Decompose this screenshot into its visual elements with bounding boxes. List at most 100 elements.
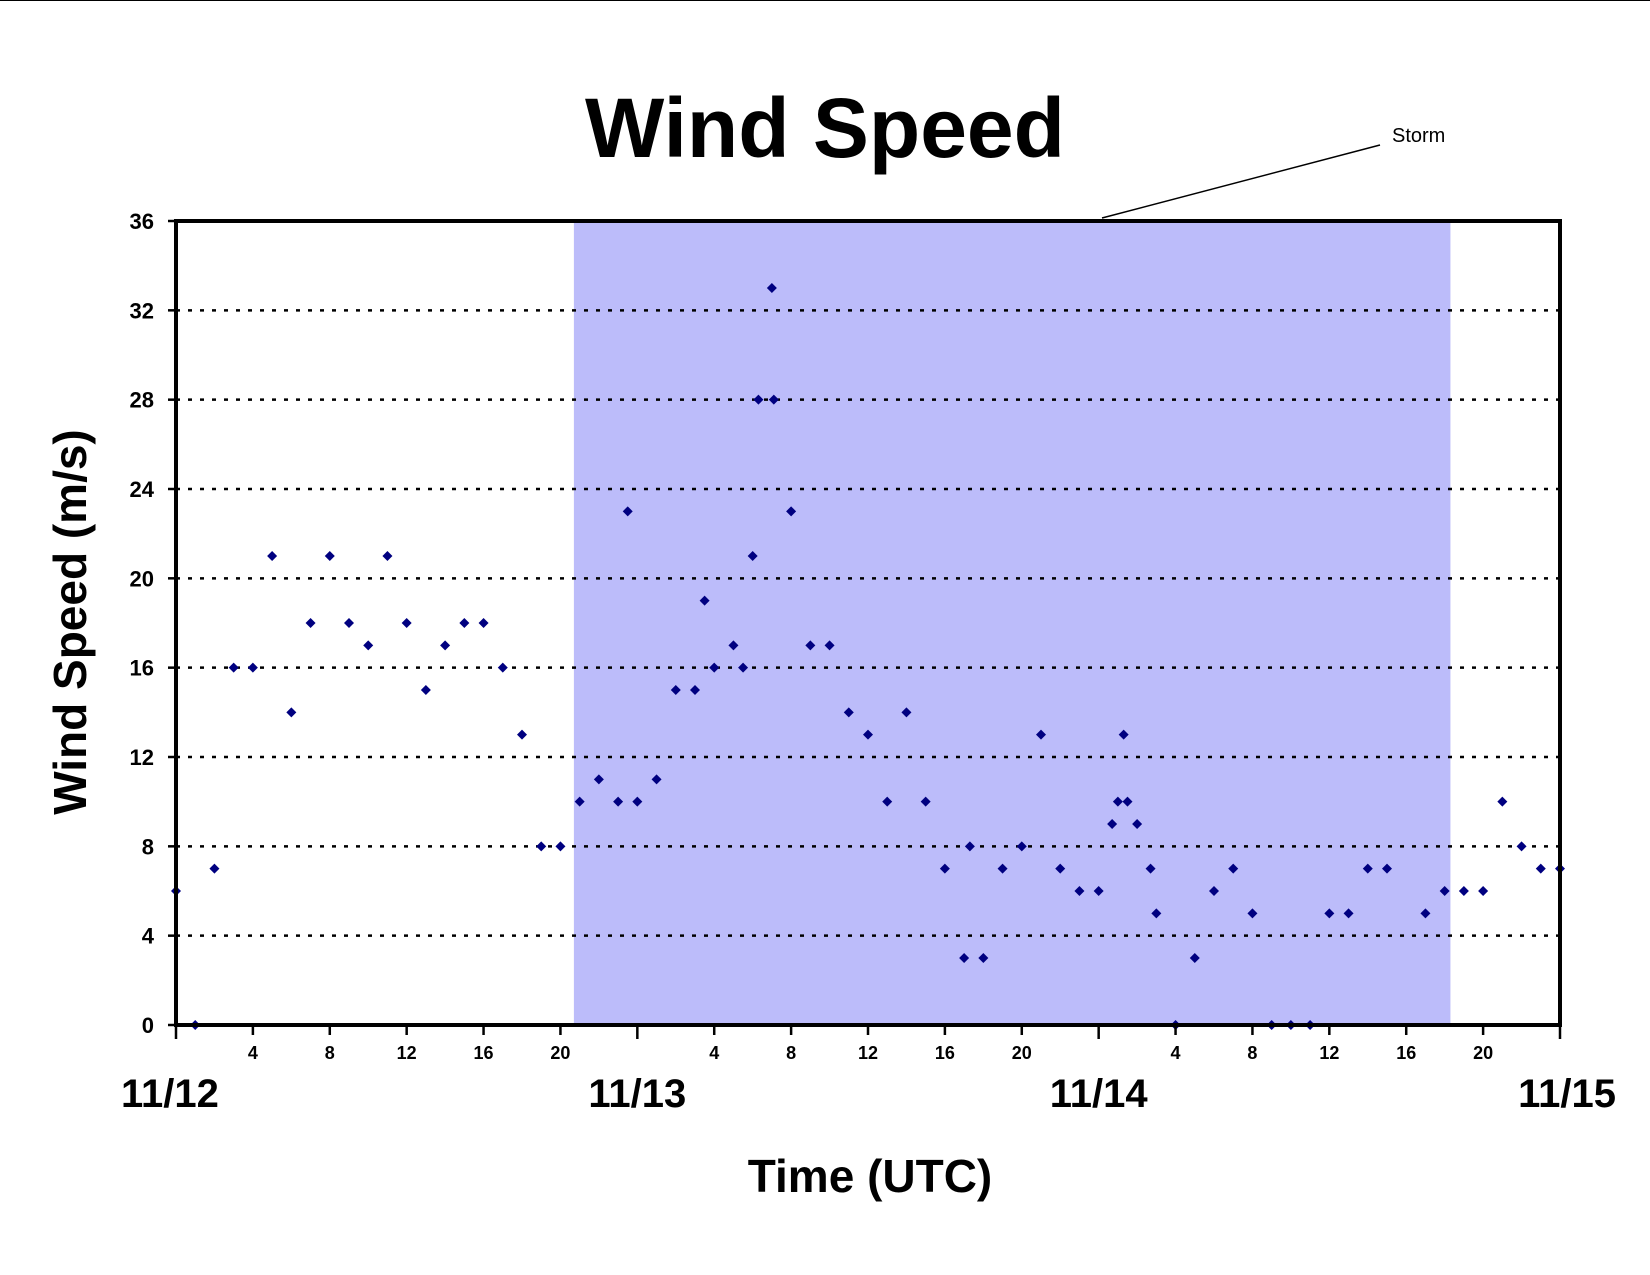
x-day-label: 11/14 [1050, 1072, 1149, 1116]
x-day-label: 11/15 [1518, 1072, 1616, 1116]
data-point [1458, 886, 1469, 896]
data-point [1439, 886, 1450, 896]
y-tick-label: 4 [142, 924, 155, 949]
data-point [1497, 796, 1508, 807]
data-point [786, 506, 797, 517]
data-point [843, 707, 854, 718]
data-point [1016, 841, 1027, 852]
data-point [1055, 863, 1066, 874]
x-tick-label: 8 [786, 1043, 796, 1063]
x-tick-label: 12 [858, 1043, 878, 1063]
data-point [690, 685, 700, 695]
x-axis-title: Time (UTC) [748, 1150, 993, 1202]
data-point [420, 685, 431, 695]
y-axis-ticks: 0 4 8 12 16 20 24 28 32 36 [130, 209, 176, 1038]
data-point [670, 685, 681, 695]
data-point [459, 618, 470, 628]
data-point [1516, 841, 1527, 852]
data-point [497, 662, 508, 673]
data-point [1535, 863, 1546, 874]
x-tick-label: 4 [709, 1043, 719, 1063]
data-point [1478, 886, 1489, 896]
data-point [478, 618, 489, 628]
y-tick-label: 36 [130, 209, 154, 234]
data-point [247, 662, 258, 673]
x-tick-label: 4 [248, 1043, 258, 1063]
data-point [768, 394, 779, 405]
data-point [1324, 908, 1335, 919]
data-point [382, 551, 393, 561]
data-point [863, 729, 873, 740]
data-point [622, 506, 633, 517]
data-point [1132, 819, 1143, 829]
data-point [593, 774, 604, 785]
data-point [699, 595, 710, 606]
data-point [1228, 863, 1239, 874]
data-point [1382, 863, 1392, 874]
data-point [747, 551, 758, 561]
top-border-line [0, 0, 1650, 1]
x-tick-label: 8 [1247, 1043, 1257, 1063]
data-point [920, 796, 931, 807]
data-point [738, 662, 749, 673]
data-point [766, 283, 777, 293]
data-point [1209, 886, 1219, 896]
data-point [753, 394, 764, 405]
data-point [901, 707, 912, 718]
x-tick-label: 12 [397, 1043, 417, 1063]
data-point [517, 729, 527, 740]
data-point [1362, 863, 1373, 874]
data-point [1343, 908, 1354, 919]
x-day-label: 11/13 [588, 1072, 686, 1116]
data-point [401, 618, 412, 628]
chart-title: Wind Speed [585, 81, 1065, 175]
data-point [440, 640, 451, 651]
data-point [651, 774, 662, 785]
data-point [1151, 908, 1162, 919]
data-point [305, 618, 316, 628]
x-tick-label: 16 [935, 1043, 955, 1063]
data-point [1107, 819, 1118, 829]
data-point [824, 640, 835, 651]
data-point [978, 953, 989, 963]
data-point [555, 841, 566, 852]
data-point [964, 841, 975, 852]
data-point [267, 551, 278, 561]
x-tick-label: 20 [1473, 1043, 1493, 1063]
data-point [324, 551, 335, 561]
storm-annotation-label: Storm [1392, 125, 1445, 147]
y-tick-label: 28 [130, 388, 154, 413]
data-point [1420, 908, 1431, 919]
y-axis-title: Wind Speed (m/s) [44, 429, 96, 815]
data-point [228, 662, 239, 673]
x-tick-label: 20 [1012, 1043, 1032, 1063]
data-point [1112, 796, 1123, 807]
data-point [728, 640, 739, 651]
data-point [997, 863, 1008, 874]
data-point [805, 640, 816, 651]
y-tick-label: 0 [142, 1013, 154, 1038]
data-point [209, 863, 220, 874]
gridlines [176, 309, 1560, 937]
data-point [1074, 886, 1085, 896]
data-point [286, 707, 297, 718]
data-point [574, 796, 585, 807]
data-point [1247, 908, 1258, 919]
data-point [1093, 886, 1104, 896]
storm-period-band [573, 221, 1451, 1025]
data-point [1145, 863, 1156, 874]
data-point [1122, 796, 1133, 807]
y-tick-label: 8 [142, 834, 154, 859]
data-point [363, 640, 374, 651]
y-tick-label: 20 [130, 566, 154, 591]
data-point [344, 618, 354, 628]
x-tick-label: 8 [325, 1043, 335, 1063]
x-axis-ticks: 4 8 12 16 20 4 8 12 16 20 4 8 12 16 20 11/12 11/13 11/14 1… [121, 1025, 1616, 1116]
data-point [1189, 953, 1200, 963]
data-point [959, 953, 970, 963]
data-point [536, 841, 547, 852]
data-point [632, 796, 643, 807]
data-points [171, 283, 1565, 1030]
y-tick-label: 32 [130, 298, 154, 323]
x-tick-label: 20 [550, 1043, 570, 1063]
